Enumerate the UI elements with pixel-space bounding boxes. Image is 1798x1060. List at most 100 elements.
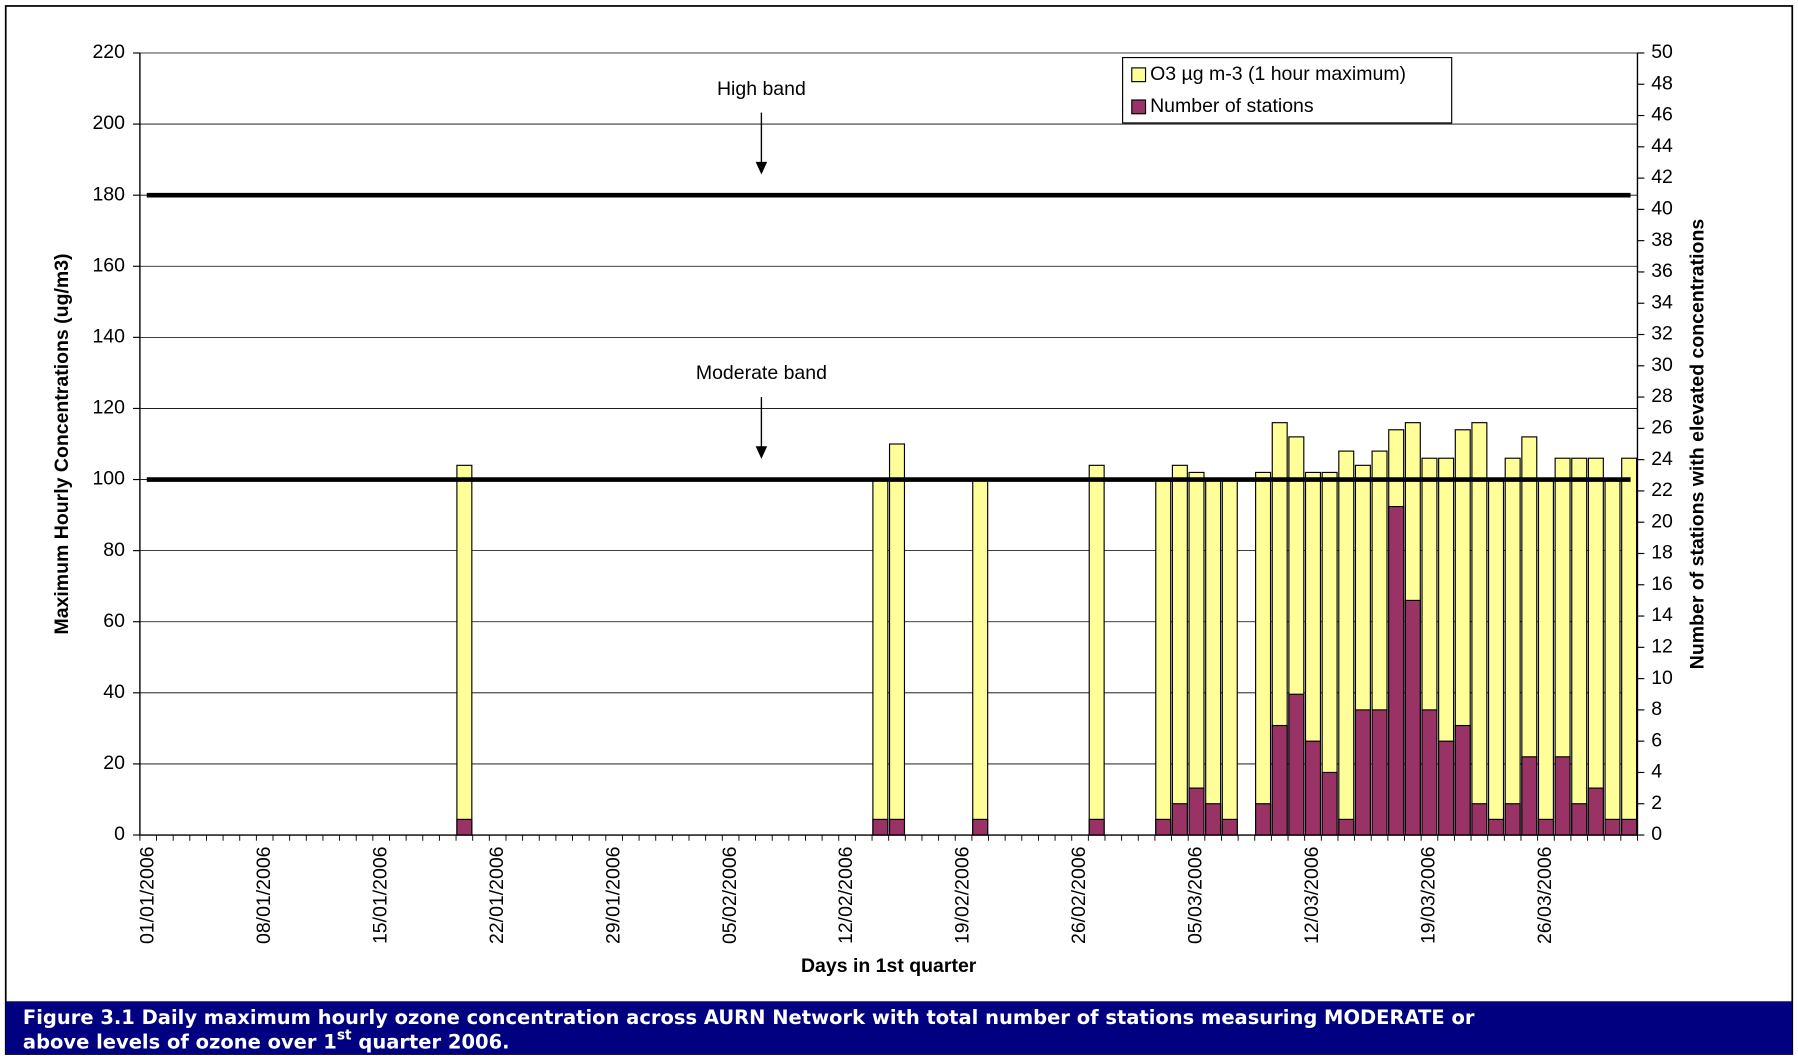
bar	[1255, 471, 1272, 836]
legend-label: Number of stations	[1150, 95, 1314, 117]
y2-tick-label: 16	[1651, 573, 1673, 595]
y-axis-title: Maximum Hourly Concentrations (ug/m3)	[51, 253, 73, 634]
bar	[1155, 818, 1172, 836]
y-tick-label: 160	[92, 254, 125, 276]
annotation-arrowhead	[755, 161, 768, 175]
bar	[1388, 505, 1405, 836]
y2-tick-label: 0	[1651, 823, 1662, 845]
y2-tick-label: 38	[1651, 229, 1673, 251]
bar	[1338, 450, 1355, 836]
x-tick-label: 12/03/2006	[1301, 846, 1323, 944]
y-tick-label: 0	[114, 823, 125, 845]
bar	[1354, 709, 1371, 836]
bar	[1521, 756, 1538, 836]
x-tick-label: 05/02/2006	[719, 846, 741, 944]
bar	[1438, 740, 1455, 836]
bar	[872, 818, 889, 836]
bar	[1537, 478, 1554, 836]
bar	[1188, 471, 1205, 836]
y2-tick-label: 2	[1651, 792, 1662, 814]
bar	[1221, 478, 1238, 836]
reference-label: Moderate band	[696, 362, 827, 384]
y2-tick-label: 14	[1651, 604, 1673, 626]
x-tick-label: 19/02/2006	[952, 846, 974, 944]
bar	[1171, 464, 1188, 836]
x-tick-label: 05/03/2006	[1185, 846, 1207, 944]
bar	[1188, 787, 1205, 836]
bar	[1537, 818, 1554, 836]
bar	[888, 818, 906, 836]
bar	[1587, 787, 1604, 836]
bar	[456, 818, 473, 836]
bar	[1338, 818, 1355, 836]
y2-tick-label: 32	[1651, 323, 1673, 345]
bar	[1205, 478, 1222, 836]
caption-line: above levels of ozone over 1st quarter 2…	[23, 1028, 510, 1053]
bar	[972, 478, 989, 836]
x-tick-label: 22/01/2006	[486, 846, 508, 944]
legend-swatch	[1131, 99, 1147, 115]
y-tick-label: 140	[92, 326, 125, 348]
x-tick-label: 15/01/2006	[369, 846, 391, 944]
bar	[1621, 818, 1638, 836]
bar	[1255, 803, 1272, 836]
x-tick-label: 08/01/2006	[253, 846, 275, 944]
caption-superscript: st	[337, 1028, 352, 1044]
legend-label: O3 µg m-3 (1 hour maximum)	[1150, 63, 1406, 85]
y2-tick-label: 42	[1651, 166, 1673, 188]
y2-tick-label: 44	[1651, 135, 1673, 157]
bar	[888, 443, 906, 836]
bar	[1454, 724, 1471, 836]
bar	[1271, 724, 1288, 836]
bar	[1587, 457, 1604, 836]
y2-tick-label: 8	[1651, 698, 1662, 720]
y-tick-label: 20	[103, 752, 125, 774]
bar	[1088, 818, 1105, 836]
y2-axis-title: Number of stations with elevated concent…	[1686, 219, 1708, 670]
bar	[1288, 693, 1305, 836]
bar	[1221, 818, 1238, 836]
y-tick-label: 80	[103, 539, 125, 561]
x-tick-label: 26/03/2006	[1534, 846, 1556, 944]
x-tick-label: 26/02/2006	[1068, 846, 1090, 944]
bar	[1604, 478, 1621, 836]
bar	[972, 818, 989, 836]
y2-tick-label: 34	[1651, 291, 1673, 313]
x-tick-label: 29/01/2006	[602, 846, 624, 944]
bar	[1571, 803, 1588, 836]
y2-tick-label: 48	[1651, 72, 1673, 94]
y-tick-label: 100	[92, 468, 125, 490]
bar	[1421, 709, 1438, 836]
bar	[1371, 709, 1388, 836]
bar	[1205, 803, 1222, 836]
y-tick-label: 220	[92, 41, 125, 63]
y-tick-label: 180	[92, 183, 125, 205]
y2-tick-label: 50	[1651, 41, 1673, 63]
y2-tick-label: 36	[1651, 260, 1673, 282]
bar	[1321, 771, 1338, 836]
y2-tick-label: 6	[1651, 729, 1662, 751]
y2-tick-label: 22	[1651, 479, 1673, 501]
bar	[1504, 457, 1521, 836]
bar	[1571, 457, 1588, 836]
bar	[1088, 464, 1105, 836]
annotation-arrowhead	[755, 446, 768, 459]
bar	[872, 478, 889, 836]
y2-tick-label: 26	[1651, 417, 1673, 439]
bar	[1171, 803, 1188, 836]
y2-tick-label: 30	[1651, 354, 1673, 376]
y2-tick-label: 4	[1651, 761, 1662, 783]
bar	[1471, 422, 1488, 836]
y-tick-label: 120	[92, 397, 125, 419]
bar	[1155, 478, 1172, 836]
bar	[1471, 803, 1488, 836]
legend-swatch	[1131, 67, 1147, 83]
x-tick-label: 12/02/2006	[835, 846, 857, 944]
reference-label: High band	[717, 78, 806, 100]
bar	[456, 464, 473, 836]
caption-line: Figure 3.1 Daily maximum hourly ozone co…	[23, 1006, 1475, 1029]
y2-tick-label: 18	[1651, 542, 1673, 564]
legend-box	[1122, 56, 1453, 124]
bar	[1304, 740, 1322, 836]
